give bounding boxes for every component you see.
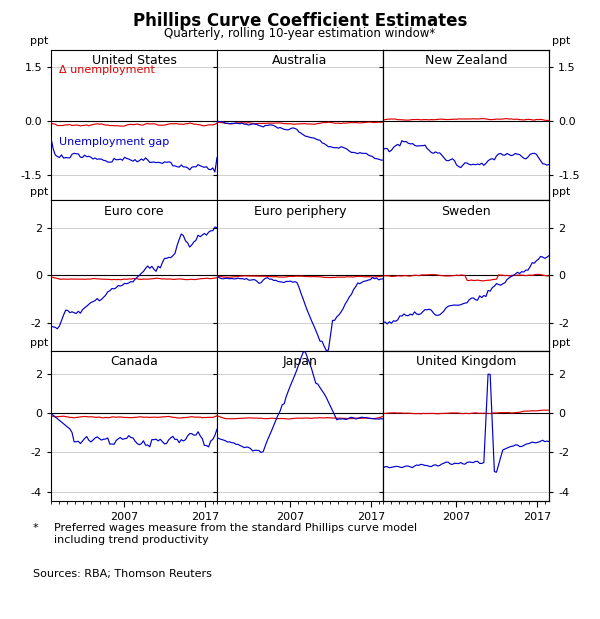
Text: Unemployment gap: Unemployment gap — [59, 137, 170, 147]
Text: Preferred wages measure from the standard Phillips curve model
including trend p: Preferred wages measure from the standar… — [54, 523, 417, 545]
Text: Δ unemployment: Δ unemployment — [59, 64, 155, 74]
Text: ppt: ppt — [29, 37, 48, 46]
Text: United States: United States — [92, 54, 176, 67]
Text: Australia: Australia — [272, 54, 328, 67]
Text: Japan: Japan — [283, 355, 317, 368]
Text: *: * — [33, 523, 38, 533]
Text: ppt: ppt — [552, 338, 571, 348]
Text: ppt: ppt — [552, 187, 571, 197]
Text: Euro periphery: Euro periphery — [254, 205, 346, 218]
Text: New Zealand: New Zealand — [425, 54, 507, 67]
Text: Sources: RBA; Thomson Reuters: Sources: RBA; Thomson Reuters — [33, 569, 212, 579]
Text: Sweden: Sweden — [441, 205, 491, 218]
Text: Canada: Canada — [110, 355, 158, 368]
Text: Euro core: Euro core — [104, 205, 164, 218]
Text: ppt: ppt — [552, 37, 571, 46]
Text: ppt: ppt — [29, 187, 48, 197]
Text: Phillips Curve Coefficient Estimates: Phillips Curve Coefficient Estimates — [133, 12, 467, 30]
Text: ppt: ppt — [29, 338, 48, 348]
Text: United Kingdom: United Kingdom — [416, 355, 516, 368]
Text: Quarterly, rolling 10-year estimation window*: Quarterly, rolling 10-year estimation wi… — [164, 27, 436, 40]
